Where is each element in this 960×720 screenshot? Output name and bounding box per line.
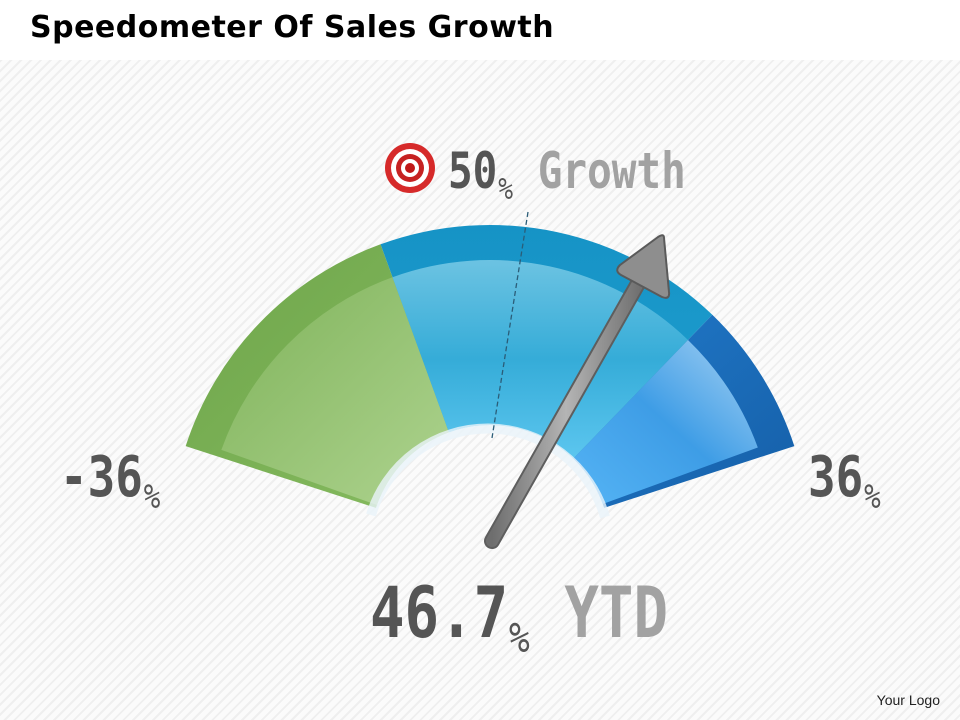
- target-label: 50% Growth: [448, 146, 686, 205]
- gauge-segment-low: [185, 244, 449, 508]
- gauge-max-label: 36%: [808, 450, 881, 516]
- current-value-label: 46.7% YTD: [370, 578, 668, 659]
- page-title: Speedometer Of Sales Growth: [30, 10, 555, 45]
- target-unit: %: [498, 171, 514, 207]
- target-icon: [385, 143, 435, 193]
- min-unit: %: [143, 476, 161, 516]
- target-value: 50: [448, 142, 498, 200]
- max-value: 36: [808, 445, 864, 510]
- current-caption: YTD: [564, 572, 669, 654]
- slide-canvas: [0, 60, 960, 720]
- logo-placeholder: Your Logo: [876, 692, 940, 708]
- target-marker-line: [491, 211, 529, 439]
- target-caption: Growth: [537, 142, 686, 200]
- gauge-segment-high: [573, 314, 795, 508]
- gauge-needle: [484, 234, 671, 549]
- current-unit: %: [509, 612, 530, 662]
- current-value: 46.7: [370, 572, 509, 654]
- max-unit: %: [864, 476, 881, 516]
- gauge-inner-hub: [366, 423, 610, 519]
- min-value: -36: [60, 445, 143, 510]
- title-bar: Speedometer Of Sales Growth: [0, 0, 960, 60]
- gauge-min-label: -36%: [60, 450, 161, 516]
